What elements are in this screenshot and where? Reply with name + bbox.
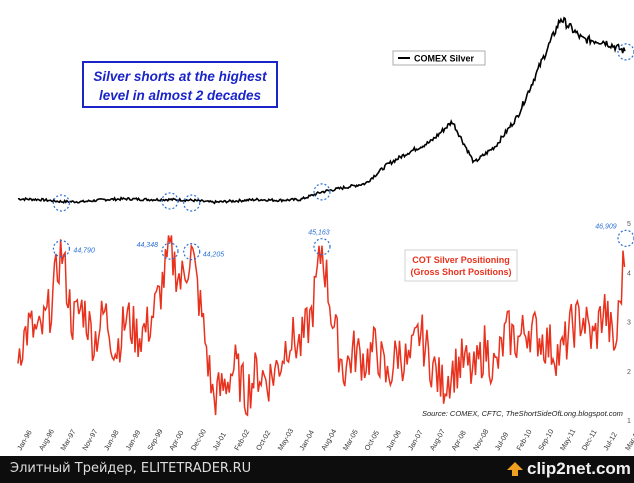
- chart-svg: 44,790 44,348 44,205 45,163 46,909 Silver sh…: [15, 16, 634, 452]
- peak-label-1: 44,348: [137, 242, 159, 249]
- cot-label-line-1: COT Silver Positioning: [412, 255, 510, 265]
- x-tick-label: Apr-08: [449, 429, 468, 452]
- chart-area: 44,790 44,348 44,205 45,163 46,909 Silver sh…: [15, 16, 634, 452]
- silver-series-layer: [17, 16, 626, 205]
- peak-label-3: 45,163: [308, 230, 330, 237]
- clip2net-text: clip2net.com: [527, 459, 631, 478]
- source-note: Source: COMEX, CFTC, TheShortSideOfLong.…: [422, 409, 623, 418]
- x-tick-label: Jul-09: [493, 431, 511, 452]
- x-tick-label: Feb-02: [232, 428, 251, 452]
- peak-label-2: 44,205: [203, 252, 225, 259]
- x-tick-label: Sep-10: [536, 427, 555, 452]
- x-tick-label: Jun-98: [102, 428, 121, 452]
- peak-label-4: 46,909: [595, 223, 617, 230]
- title-box: Silver shorts at the highest level in al…: [82, 61, 278, 108]
- legend-label-silver: COMEX Silver: [414, 54, 475, 64]
- legend-box: COMEX Silver: [392, 50, 486, 66]
- right-tick-label: 3: [627, 320, 631, 327]
- x-tick-label: Jul-01: [210, 431, 228, 452]
- highlight-circle-4: [617, 229, 634, 247]
- arrow-icon: [507, 462, 523, 476]
- title-line-1: Silver shorts at the highest: [93, 69, 267, 84]
- right-tick-label: 4: [627, 270, 631, 277]
- highlight-circle-5: [52, 194, 71, 212]
- x-tick-label: Aug-96: [37, 427, 56, 452]
- x-tick-label: Mar-13: [623, 428, 634, 452]
- x-tick-label: Oct-02: [254, 429, 273, 452]
- annotation-layer: 44,790 44,348 44,205 45,163 46,909: [73, 223, 616, 258]
- cot-series-layer: [17, 235, 626, 417]
- x-tick-label: Aug-04: [319, 427, 338, 452]
- highlight-circle-8: [313, 183, 331, 201]
- x-tick-label: Jun-06: [384, 428, 403, 452]
- x-tick-label: Mar-97: [58, 428, 77, 452]
- highlight-circle-layer: [52, 43, 634, 261]
- x-tick-label: Feb-10: [514, 428, 533, 452]
- silver-price-line: [17, 16, 626, 205]
- x-tick-label: Aug-07: [428, 427, 447, 452]
- peak-label-0: 44,790: [73, 248, 95, 255]
- cot-short-positions-line: [17, 235, 626, 417]
- highlight-circle-6: [161, 192, 179, 210]
- x-tick-label: Nov-08: [471, 427, 490, 452]
- x-tick-label: Jan-96: [15, 428, 34, 452]
- highlight-circle-0: [52, 240, 71, 258]
- right-tick-label: 1: [627, 418, 631, 425]
- x-tick-label: Mar-05: [341, 428, 360, 452]
- x-tick-label: Apr-00: [167, 429, 186, 452]
- cot-label-line-2: (Gross Short Positions): [410, 267, 511, 277]
- highlight-circle-1: [161, 242, 179, 260]
- x-tick-label: Dec-00: [189, 427, 208, 452]
- right-axis-ticks: 5 4 3 2 1: [627, 221, 631, 425]
- right-tick-label: 5: [627, 221, 631, 228]
- footer-bar: Элитный Трейдер, ELITETRADER.RU clip2net…: [0, 456, 634, 483]
- cot-label-box: COT Silver Positioning (Gross Short Posi…: [404, 249, 518, 282]
- x-tick-label: Dec-11: [580, 428, 599, 452]
- footer-site-text: Элитный Трейдер, ELITETRADER.RU: [10, 461, 252, 476]
- highlight-circle-2: [183, 243, 201, 261]
- x-tick-label: May-11: [558, 427, 578, 452]
- x-tick-label: Jan-07: [406, 428, 425, 452]
- x-tick-label: Jan-04: [297, 428, 316, 452]
- clip2net-logo[interactable]: clip2net.com: [503, 458, 633, 481]
- highlight-circle-7: [183, 194, 201, 212]
- x-tick-label: May-03: [276, 427, 296, 452]
- x-axis-ticks: Jan-96 Aug-96 Mar-97 Nov-97 Jun-98 Jan-99 Sep-…: [15, 427, 634, 452]
- x-tick-label: Jan-99: [124, 428, 143, 452]
- highlight-circle-9: [617, 43, 634, 61]
- x-tick-label: Jul-12: [601, 431, 619, 452]
- right-tick-label: 2: [627, 369, 631, 376]
- title-line-2: level in almost 2 decades: [99, 88, 262, 103]
- highlight-circle-3: [313, 238, 331, 256]
- x-tick-label: Sep-99: [145, 427, 164, 452]
- x-tick-label: Nov-97: [80, 427, 99, 452]
- x-tick-label: Oct-05: [362, 429, 381, 452]
